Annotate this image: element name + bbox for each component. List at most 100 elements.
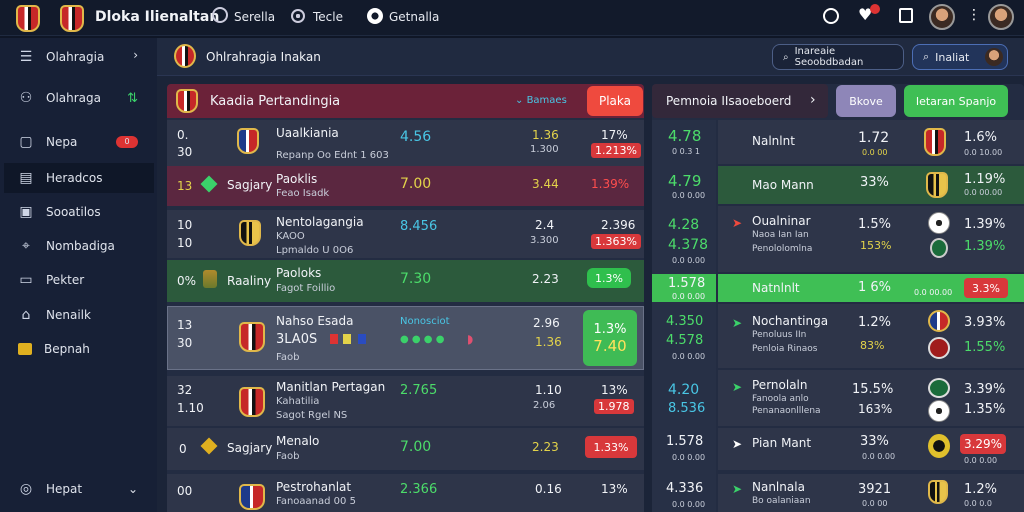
odds-percent[interactable]: 13%	[601, 383, 628, 397]
row-result-pill[interactable]: 3.29%	[960, 434, 1006, 454]
table-row[interactable]	[718, 166, 1024, 204]
odds-draw[interactable]: 1.36	[532, 128, 559, 142]
square-icon[interactable]	[899, 8, 913, 23]
odds-home[interactable]: 8.456	[400, 219, 438, 234]
odds-draw[interactable]: 2.4	[535, 218, 555, 232]
sidebar-footer[interactable]: ◎ Hepat ⌄	[4, 474, 154, 504]
odds-draw[interactable]: 1.10	[535, 383, 562, 397]
row-percent[interactable]: 33%	[860, 175, 889, 190]
circle-icon[interactable]	[823, 8, 839, 24]
value-cell[interactable]: 4.28	[668, 217, 700, 233]
gear-icon[interactable]	[367, 8, 383, 24]
value-cell[interactable]: 4.78	[668, 127, 702, 145]
row-result[interactable]: 1.2%	[964, 482, 998, 497]
sidebar-item-bepnah[interactable]: Bepnah	[4, 334, 154, 364]
spanjo-button[interactable]: Ietaran Spanjo	[904, 85, 1008, 117]
user-search-button[interactable]: ⌕ Inaliat	[912, 44, 1008, 70]
row-percent[interactable]: 3921	[858, 482, 892, 497]
table-row[interactable]	[718, 206, 1024, 272]
row-result[interactable]: 1.35%	[964, 402, 1006, 417]
odds-home[interactable]: Nonosciot	[400, 316, 450, 327]
filter-dropdown[interactable]: ⌄ Bamaes	[515, 95, 567, 106]
table-row[interactable]	[167, 260, 644, 302]
odds-home[interactable]: 2.366	[400, 482, 438, 497]
chevron-right-icon[interactable]: ›	[810, 92, 816, 108]
odds-home[interactable]: 7.00	[400, 439, 432, 455]
sidebar-item-nenailk[interactable]: ⌂ Nenailk	[4, 300, 154, 330]
row-percent[interactable]: 83%	[860, 339, 885, 352]
row-percent[interactable]: 1.2%	[858, 315, 892, 330]
sidebar-item-nombadiga[interactable]: ⌖ Nombadiga	[4, 231, 154, 261]
sidebar-item-heradcos[interactable]: ▤ Heradcos	[4, 163, 154, 193]
selected-odds-button[interactable]: 1.3% 7.40	[583, 310, 637, 366]
row-result[interactable]: 3.93%	[964, 315, 1006, 330]
odds-percent[interactable]: 13%	[601, 482, 628, 496]
tab-tecle[interactable]: Tecle	[313, 10, 343, 24]
row-result-pill[interactable]: 3.3%	[964, 278, 1008, 298]
value-cell[interactable]: 4.378	[668, 237, 709, 253]
odds-home[interactable]: 4.56	[400, 129, 432, 145]
row-percent[interactable]: 15.5%	[852, 382, 894, 397]
odds-pill[interactable]: 1.978	[594, 399, 634, 414]
odds-pill[interactable]: 1.213%	[591, 143, 641, 158]
table-row[interactable]	[167, 428, 644, 470]
row-percent[interactable]: 33%	[860, 434, 889, 449]
odds-home[interactable]: 2.765	[400, 383, 438, 398]
value-cell[interactable]: 4.350	[666, 314, 704, 329]
row-result[interactable]: 1.39%	[964, 239, 1006, 254]
search-input[interactable]: ⌕ Inareaie Seoobdbadan	[772, 44, 904, 70]
row-result[interactable]: 3.39%	[964, 382, 1006, 397]
odds-percent[interactable]: 17%	[601, 128, 628, 142]
value-cell[interactable]: 4.336	[666, 481, 704, 496]
row-percent[interactable]: 1.72	[858, 130, 890, 146]
value-cell[interactable]: 1.578	[668, 276, 706, 291]
value-cell[interactable]: 4.578	[666, 333, 704, 348]
tab-serella[interactable]: Serella	[234, 10, 276, 24]
row-percent[interactable]: 1.5%	[858, 217, 892, 232]
row-percent[interactable]: 163%	[858, 402, 893, 416]
avatar[interactable]	[929, 4, 955, 30]
odds-draw[interactable]: 2.23	[532, 272, 559, 286]
row-result[interactable]: 1.6%	[964, 130, 998, 145]
odds-percent[interactable]: 1.39%	[591, 177, 630, 191]
odds-draw[interactable]: 2.96	[533, 316, 560, 330]
row-result-sub: 0.0 0.0	[964, 499, 992, 508]
globe-icon[interactable]	[212, 7, 228, 23]
odds-pill[interactable]: 1.363%	[591, 234, 641, 249]
row-sub: Naoa Ian Ian	[752, 230, 809, 240]
value-cell[interactable]: 4.79	[668, 172, 702, 190]
live-button[interactable]: Plaka	[587, 86, 643, 116]
table-row[interactable]	[718, 474, 1024, 512]
odds-home[interactable]: 7.30	[400, 271, 432, 287]
table-row[interactable]	[718, 370, 1024, 426]
value-cell[interactable]: 1.578	[666, 434, 704, 449]
odds-pill[interactable]: 1.3%	[587, 268, 631, 288]
odds-percent[interactable]: 2.396	[601, 218, 636, 232]
table-row[interactable]	[167, 166, 644, 206]
sidebar-item-olahraga[interactable]: ⚇ Olahraga ⇅	[4, 83, 154, 113]
heart-icon[interactable]: ♥	[858, 5, 873, 24]
sidebar-item-pekter[interactable]: ▭ Pekter	[4, 265, 154, 295]
bkove-button[interactable]: Bkove	[836, 85, 896, 117]
row-percent[interactable]: 1 6%	[858, 280, 892, 295]
sidebar-header[interactable]: ☰ Olahragia ›	[4, 42, 154, 72]
row-result[interactable]: 1.55%	[964, 340, 1006, 355]
value-cell[interactable]: 4.20	[668, 382, 700, 398]
table-row[interactable]	[718, 120, 1024, 164]
sidebar-item-nepa[interactable]: ▢ Nepa 0	[4, 127, 154, 157]
row-percent[interactable]: 153%	[860, 239, 892, 252]
odds-draw[interactable]: 0.16	[535, 482, 562, 496]
tab-getnalla[interactable]: Getnalla	[389, 10, 440, 24]
row-result[interactable]: 1.19%	[964, 172, 1006, 187]
odds-pill[interactable]: 1.33%	[585, 436, 637, 458]
row-result[interactable]: 1.39%	[964, 217, 1006, 232]
avatar[interactable]	[988, 4, 1014, 30]
odds-draw[interactable]: 2.23	[532, 440, 559, 454]
value-cell[interactable]: 8.536	[668, 401, 706, 416]
more-icon[interactable]: ⋮	[967, 7, 981, 23]
odds-home[interactable]: 7.00	[400, 176, 432, 192]
table-row[interactable]	[718, 304, 1024, 368]
sidebar-item-sooatilos[interactable]: ▣ Sooatilos	[4, 197, 154, 227]
odds-draw[interactable]: 3.44	[532, 177, 559, 191]
record-icon[interactable]	[291, 9, 305, 23]
